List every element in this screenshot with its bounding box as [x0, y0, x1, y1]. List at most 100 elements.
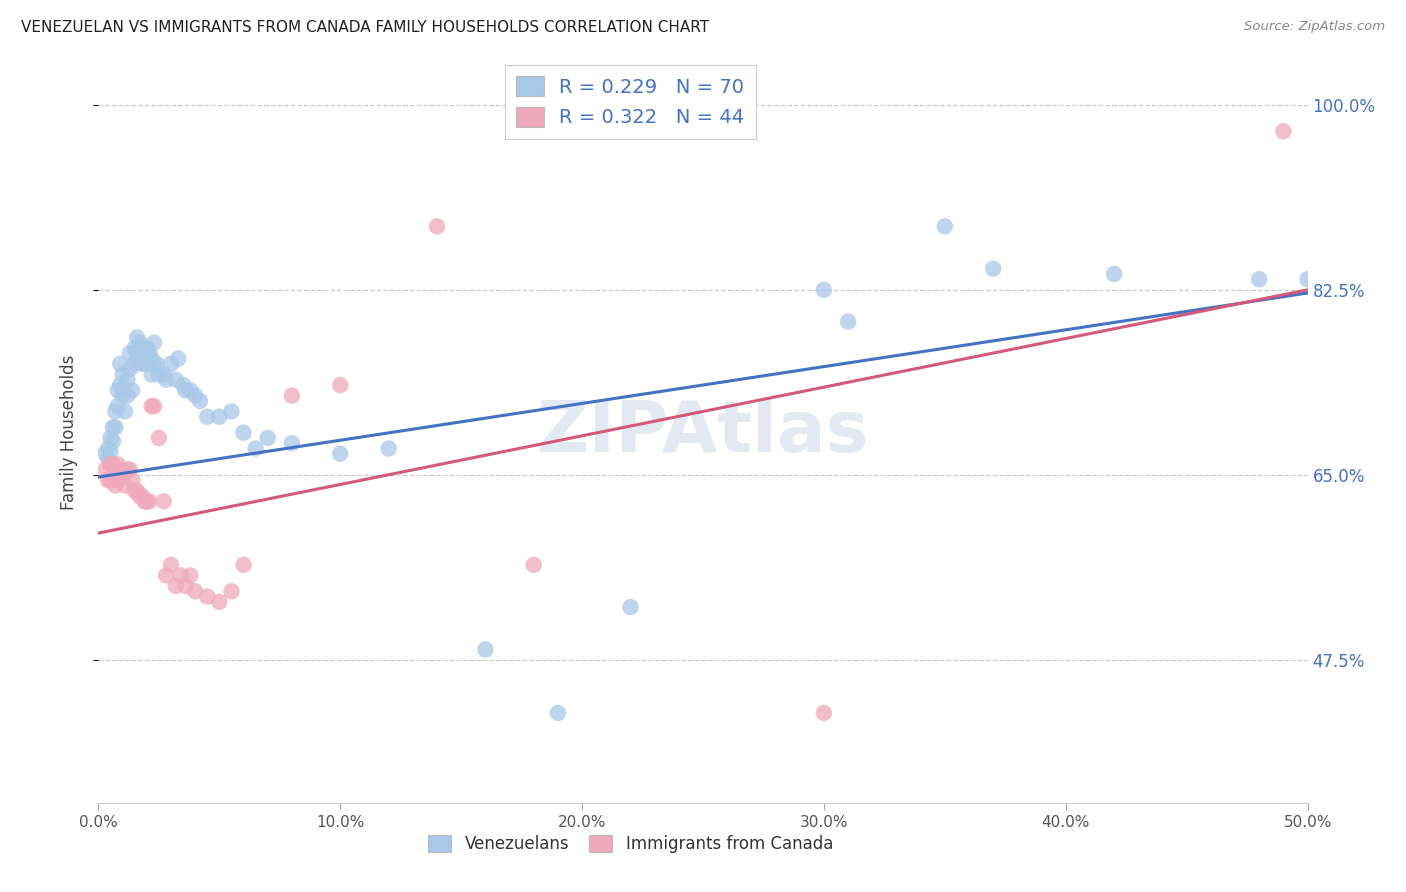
Point — [981, 261, 1004, 276]
Point — [155, 373, 177, 387]
Point — [97, 452, 120, 467]
Point — [143, 357, 166, 371]
Point — [172, 378, 194, 392]
Point — [426, 219, 449, 234]
Point — [107, 473, 129, 487]
Point — [100, 458, 122, 472]
Point — [128, 489, 150, 503]
Point — [128, 335, 150, 350]
Point — [160, 558, 183, 572]
Point — [127, 346, 149, 360]
Point — [813, 706, 835, 720]
Point — [108, 378, 131, 392]
Point — [141, 399, 163, 413]
Text: Source: ZipAtlas.com: Source: ZipAtlas.com — [1244, 20, 1385, 33]
Point — [377, 442, 399, 456]
Point — [138, 346, 160, 360]
Point — [134, 357, 156, 371]
Point — [619, 600, 641, 615]
Point — [1249, 272, 1271, 286]
Point — [131, 341, 153, 355]
Point — [145, 357, 167, 371]
Point — [208, 595, 231, 609]
Point — [135, 494, 157, 508]
Point — [135, 357, 157, 371]
Point — [232, 558, 254, 572]
Point — [111, 467, 134, 482]
Point — [281, 389, 304, 403]
Point — [1272, 124, 1295, 138]
Point — [104, 420, 127, 434]
Point — [208, 409, 231, 424]
Point — [329, 447, 352, 461]
Point — [134, 341, 156, 355]
Point — [547, 706, 569, 720]
Point — [221, 584, 243, 599]
Point — [474, 642, 496, 657]
Point — [108, 462, 131, 476]
Point — [143, 335, 166, 350]
Point — [148, 368, 170, 382]
Point — [934, 219, 956, 234]
Point — [101, 434, 124, 448]
Point — [837, 314, 859, 328]
Point — [97, 442, 120, 456]
Point — [135, 341, 157, 355]
Point — [127, 330, 149, 344]
Point — [152, 494, 174, 508]
Point — [100, 431, 122, 445]
Point — [101, 458, 124, 472]
Point — [174, 579, 197, 593]
Point — [165, 373, 187, 387]
Point — [128, 351, 150, 366]
Point — [148, 431, 170, 445]
Point — [117, 389, 139, 403]
Point — [143, 399, 166, 413]
Point — [169, 568, 191, 582]
Point — [117, 462, 139, 476]
Point — [232, 425, 254, 440]
Point — [184, 389, 207, 403]
Point — [100, 473, 122, 487]
Point — [124, 483, 146, 498]
Point — [111, 389, 134, 403]
Point — [329, 378, 352, 392]
Point — [114, 404, 136, 418]
Point — [813, 283, 835, 297]
Point — [195, 590, 218, 604]
Point — [107, 384, 129, 398]
Point — [107, 458, 129, 472]
Point — [97, 473, 120, 487]
Point — [174, 384, 197, 398]
Point — [118, 346, 141, 360]
Point — [100, 444, 122, 458]
Point — [281, 436, 304, 450]
Point — [118, 462, 141, 476]
Point — [104, 478, 127, 492]
Point — [124, 341, 146, 355]
Point — [167, 351, 190, 366]
Text: ZIPAtlas: ZIPAtlas — [537, 398, 869, 467]
Point — [107, 399, 129, 413]
Point — [256, 431, 278, 445]
Point — [101, 473, 124, 487]
Point — [111, 368, 134, 382]
Point — [100, 458, 122, 472]
Point — [108, 357, 131, 371]
Point — [141, 368, 163, 382]
Text: VENEZUELAN VS IMMIGRANTS FROM CANADA FAMILY HOUSEHOLDS CORRELATION CHART: VENEZUELAN VS IMMIGRANTS FROM CANADA FAM… — [21, 20, 709, 35]
Point — [184, 584, 207, 599]
Point — [121, 473, 143, 487]
Point — [179, 568, 201, 582]
Point — [104, 404, 127, 418]
Legend: Venezuelans, Immigrants from Canada: Venezuelans, Immigrants from Canada — [422, 828, 839, 860]
Point — [1296, 272, 1319, 286]
Point — [124, 357, 146, 371]
Point — [160, 357, 183, 371]
Point — [134, 494, 156, 508]
Point — [165, 579, 187, 593]
Point — [1102, 267, 1125, 281]
Point — [179, 384, 201, 398]
Point — [523, 558, 546, 572]
Point — [195, 409, 218, 424]
